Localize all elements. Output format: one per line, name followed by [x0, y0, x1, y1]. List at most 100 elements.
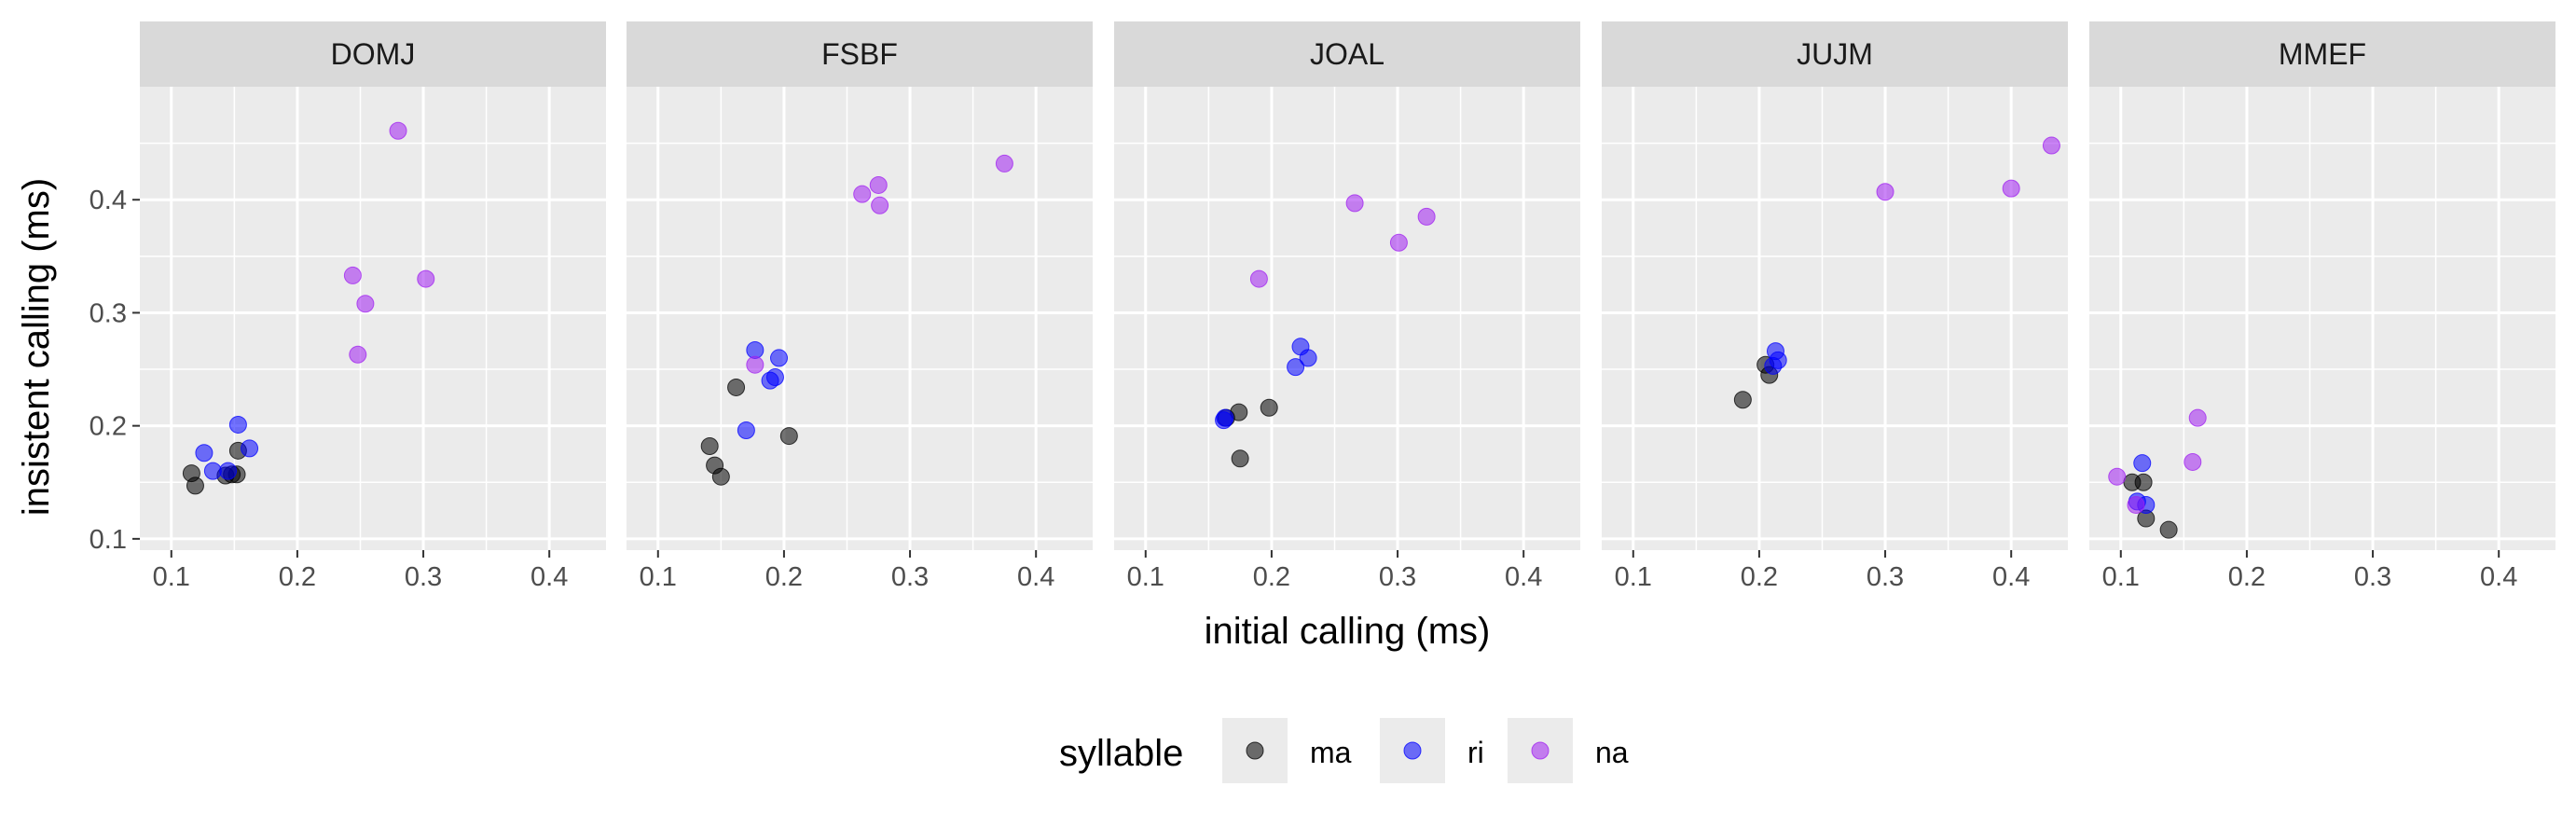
data-point-ma: [1231, 449, 1249, 468]
data-point-ma: [2134, 473, 2153, 491]
facet-strip: [627, 21, 1093, 87]
data-point-na: [2183, 452, 2202, 471]
panel-mmef: MMEF 0.1 0.2 0.3 0.4: [2089, 21, 2555, 592]
data-point-ri: [228, 415, 247, 434]
facet-strip-label: FSBF: [821, 37, 898, 71]
x-tick-label: 0.2: [765, 562, 803, 592]
legend-title: syllable: [1059, 733, 1183, 774]
data-point-na: [356, 295, 375, 313]
x-tick-label: 0.1: [2102, 562, 2140, 592]
data-point-ri: [241, 439, 259, 458]
data-point-ri: [203, 462, 222, 480]
x-tick-label: 0.3: [891, 562, 929, 592]
data-point-na: [853, 185, 872, 203]
panel-jujm: JUJM 0.1 0.2 0.3 0.4: [1602, 21, 2068, 592]
data-point-ri: [1299, 349, 1317, 367]
data-point-ma: [727, 378, 746, 396]
x-tick-label: 0.4: [2480, 562, 2517, 592]
y-tick-label: 0.2: [90, 412, 127, 442]
x-tick-label: 0.3: [405, 562, 442, 592]
panel-fsbf: FSBF 0.1 0.2 0.3 0.4: [627, 21, 1093, 592]
data-point-ma: [711, 467, 730, 486]
data-point-ri: [2133, 454, 2152, 473]
x-tick-label: 0.3: [1867, 562, 1904, 592]
x-tick-label: 0.2: [1253, 562, 1290, 592]
data-point-na: [1417, 207, 1436, 226]
data-point-ri: [1769, 351, 1787, 369]
y-axis: 0.1 0.2 0.3 0.4: [90, 186, 140, 555]
y-tick-label: 0.1: [90, 525, 127, 555]
data-point-na: [746, 355, 765, 374]
data-point-na: [869, 175, 888, 194]
panel-background: [627, 87, 1093, 550]
x-tick-label: 0.2: [1741, 562, 1778, 592]
x-tick-label: 0.4: [1017, 562, 1054, 592]
y-tick-label: 0.4: [90, 186, 127, 215]
facet-strip-label: JUJM: [1797, 37, 1873, 71]
facet-strip: [1114, 21, 1580, 87]
facet-strip: [140, 21, 606, 87]
x-tick-label: 0.4: [1505, 562, 1542, 592]
legend-label-ri: ri: [1467, 736, 1484, 769]
data-point-ri: [195, 444, 214, 462]
data-point-na: [1345, 194, 1364, 213]
panel-background: [1602, 87, 2068, 550]
panel-joal: JOAL 0.1 0.2 0.3 0.4: [1114, 21, 1580, 592]
data-point-ri: [765, 368, 784, 387]
data-point-na: [417, 269, 435, 288]
data-point-ma: [1733, 391, 1752, 409]
x-axis-title: initial calling (ms): [1205, 611, 1491, 652]
data-point-ri: [1287, 358, 1305, 377]
x-tick-label: 0.3: [1379, 562, 1416, 592]
legend: syllable ma ri na: [1059, 718, 1629, 783]
data-point-ma: [2159, 520, 2178, 539]
data-point-na: [2188, 408, 2207, 427]
data-point-na: [343, 266, 362, 284]
legend-label-ma: ma: [1310, 736, 1352, 769]
data-point-ma: [1260, 398, 1278, 417]
legend-label-na: na: [1595, 736, 1629, 769]
data-point-na: [871, 196, 889, 214]
data-point-na: [1389, 233, 1408, 252]
data-point-na: [2042, 136, 2060, 155]
data-point-na: [2108, 467, 2127, 486]
x-tick-label: 0.1: [1127, 562, 1164, 592]
data-point-na: [349, 345, 367, 364]
data-point-ri: [1216, 408, 1234, 427]
panel-background: [1114, 87, 1580, 550]
x-tick-label: 0.4: [530, 562, 568, 592]
data-point-na: [2002, 179, 2020, 198]
x-tick-label: 0.1: [153, 562, 190, 592]
data-point-na: [995, 154, 1013, 172]
x-tick-label: 0.1: [640, 562, 677, 592]
data-point-ma: [779, 427, 798, 446]
data-point-ri: [219, 462, 238, 480]
facet-strip-label: DOMJ: [331, 37, 416, 71]
y-tick-label: 0.3: [90, 298, 127, 328]
legend-symbol-ma: [1246, 741, 1264, 760]
data-point-ri: [770, 349, 789, 367]
data-point-na: [1876, 183, 1894, 201]
panels-layer: DOMJ 0.1 0.2 0.3 0.4 FSBF 0.1 0.2 0.3 0.4 JOAL 0.1 0…: [140, 21, 2555, 592]
data-point-ma: [700, 436, 719, 455]
data-point-na: [389, 121, 407, 140]
facet-strip-label: MMEF: [2279, 37, 2366, 71]
data-point-na: [2127, 496, 2145, 515]
legend-symbol-na: [1531, 741, 1550, 760]
x-tick-label: 0.3: [2354, 562, 2391, 592]
x-tick-label: 0.2: [279, 562, 316, 592]
data-point-ri: [737, 421, 755, 440]
panel-background: [2089, 87, 2555, 550]
x-tick-label: 0.2: [2228, 562, 2266, 592]
panel-domj: DOMJ 0.1 0.2 0.3 0.4: [140, 21, 606, 592]
data-point-na: [1249, 269, 1268, 288]
facet-strip: [2089, 21, 2555, 87]
legend-symbol-ri: [1403, 741, 1422, 760]
data-point-ma: [186, 476, 204, 495]
x-tick-label: 0.1: [1615, 562, 1652, 592]
facet-strip: [1602, 21, 2068, 87]
y-axis-title: insistent calling (ms): [16, 178, 57, 516]
panel-background: [140, 87, 606, 550]
x-tick-label: 0.4: [1992, 562, 2030, 592]
